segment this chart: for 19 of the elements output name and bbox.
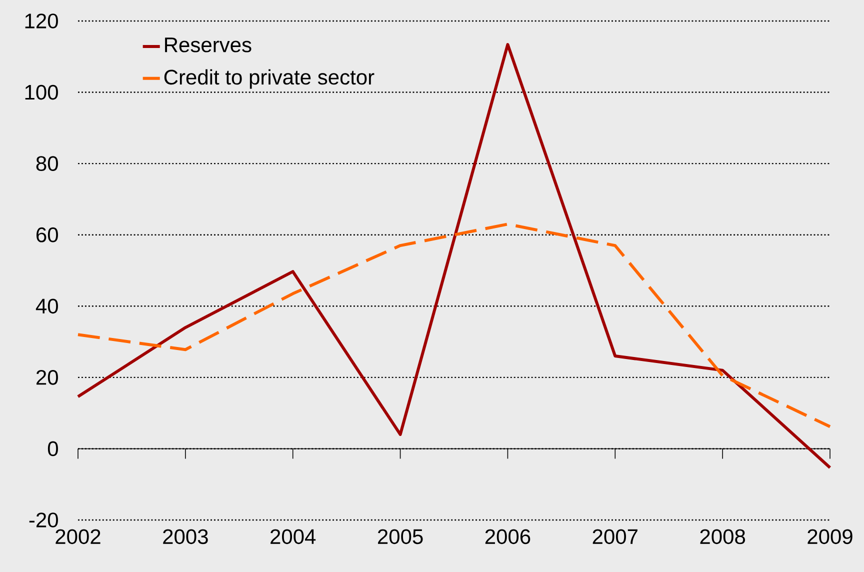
x-tick-label: 2006 xyxy=(485,529,530,544)
y-tick-label: 100 xyxy=(25,84,58,100)
x-tick-label: 2003 xyxy=(163,529,208,544)
x-tick-label: 2002 xyxy=(56,529,100,544)
line-series xyxy=(76,222,832,428)
y-tick-label: 60 xyxy=(36,227,58,242)
x-tick-label: 2004 xyxy=(270,529,316,544)
y-tick-label: 0 xyxy=(48,441,58,456)
x-tick-label: 2007 xyxy=(592,529,638,544)
legend-label: Reserves xyxy=(165,38,252,52)
x-tick-label: 2009 xyxy=(808,529,852,544)
y-tick-label: -20 xyxy=(29,512,58,528)
y-tick-label: 40 xyxy=(36,298,58,314)
x-tick-label: 2008 xyxy=(700,529,746,544)
y-tick-label: 120 xyxy=(25,14,58,28)
legend-label: Credit to private sector xyxy=(164,69,374,89)
x-tick-label: 2005 xyxy=(378,529,423,544)
y-tick-label: 20 xyxy=(36,370,58,385)
y-tick-label: 80 xyxy=(36,156,58,171)
